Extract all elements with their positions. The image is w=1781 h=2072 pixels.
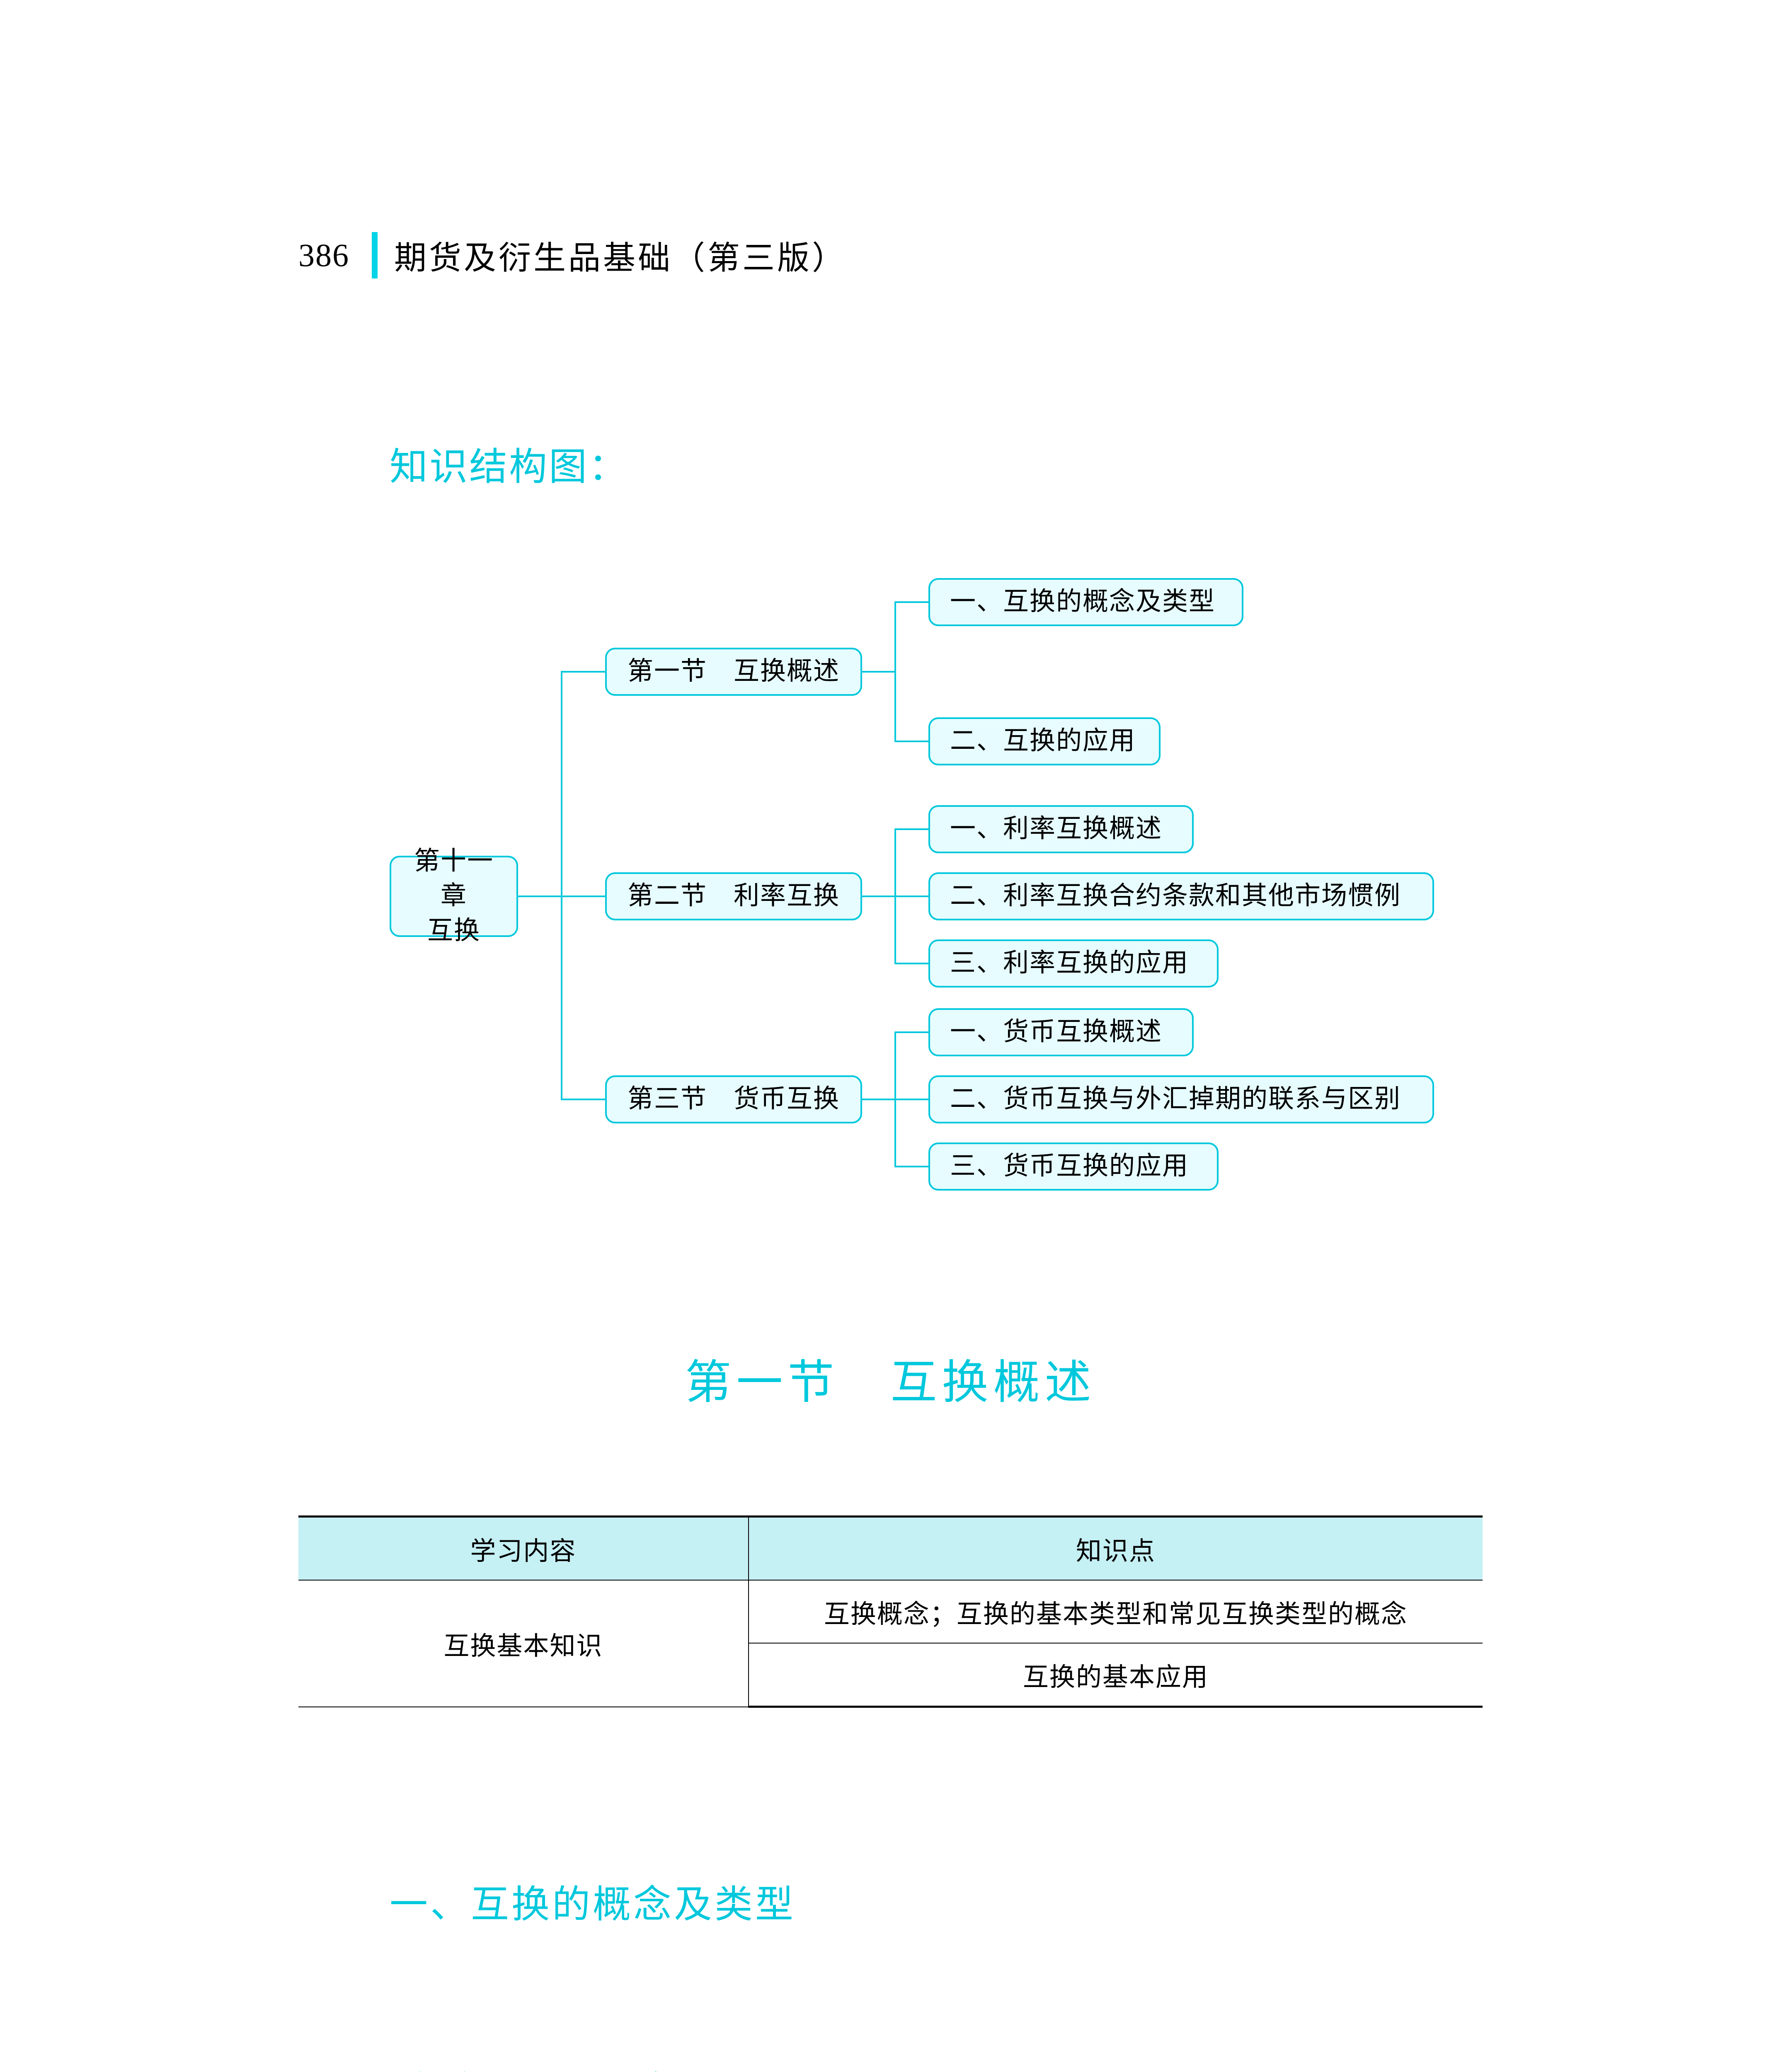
table-row: 互换基本知识 互换概念；互换的基本类型和常见互换类型的概念 [298, 1580, 1483, 1643]
page: 386 期货及衍生品基础（第三版） 知识结构图： 第十一章互换第一节 互换概述第… [0, 0, 1781, 2072]
knowledge-tree: 第十一章互换 第一节 互换概述第二节 利率互换第三节 货币互换 一、互换的概念及类型… [390, 578, 1483, 1233]
tree-node-l33: 三、货币互换的应用 [928, 1143, 1219, 1191]
subheading-b: （一）互换的概念 [390, 2061, 1483, 2072]
tree-node-l11: 一、互换的概念及类型 [928, 578, 1243, 626]
table-col-points: 知识点 [749, 1517, 1483, 1581]
table-header-row: 学习内容 知识点 [298, 1517, 1483, 1581]
book-title: 期货及衍生品基础（第三版） [394, 232, 847, 278]
knowledge-table: 学习内容 知识点 互换基本知识 互换概念；互换的基本类型和常见互换类型的概念 互… [298, 1515, 1483, 1708]
knowledge-graph-title: 知识结构图： [390, 436, 1483, 491]
table-cell-point: 互换概念；互换的基本类型和常见互换类型的概念 [749, 1580, 1483, 1643]
tree-node-l22: 二、利率互换合约条款和其他市场惯例 [928, 872, 1434, 920]
section-1-title: 第一节 互换概述 [298, 1345, 1483, 1412]
tree-node-l32: 二、货币互换与外汇掉期的联系与区别 [928, 1075, 1434, 1123]
subheading-a: 一、互换的概念及类型 [390, 1874, 1483, 1929]
tree-node-l21: 一、利率互换概述 [928, 805, 1194, 853]
tree-node-s1: 第一节 互换概述 [605, 648, 862, 696]
tree-node-s2: 第二节 利率互换 [605, 872, 862, 920]
accent-bar [372, 232, 378, 278]
table-cell-point: 互换的基本应用 [749, 1643, 1483, 1707]
page-header: 386 期货及衍生品基础（第三版） [298, 232, 1483, 278]
tree-node-l23: 三、利率互换的应用 [928, 939, 1219, 988]
tree-node-s3: 第三节 货币互换 [605, 1075, 862, 1123]
page-number: 386 [298, 237, 349, 274]
tree-node-l31: 一、货币互换概述 [928, 1008, 1194, 1056]
table-cell-lesson: 互换基本知识 [298, 1580, 749, 1707]
tree-node-root: 第十一章互换 [390, 856, 518, 937]
tree-node-l12: 二、互换的应用 [928, 717, 1161, 765]
table-col-lesson: 学习内容 [298, 1517, 749, 1581]
